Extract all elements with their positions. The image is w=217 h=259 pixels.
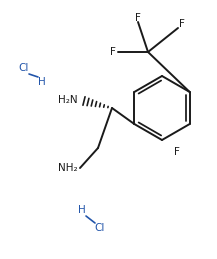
Text: Cl: Cl <box>19 63 29 73</box>
Text: H: H <box>38 77 46 87</box>
Text: F: F <box>179 19 185 29</box>
Text: Cl: Cl <box>95 223 105 233</box>
Text: NH₂: NH₂ <box>58 163 78 173</box>
Text: F: F <box>174 147 180 157</box>
Text: F: F <box>110 47 116 57</box>
Text: H: H <box>78 205 86 215</box>
Text: H₂N: H₂N <box>58 95 78 105</box>
Text: F: F <box>135 13 141 23</box>
